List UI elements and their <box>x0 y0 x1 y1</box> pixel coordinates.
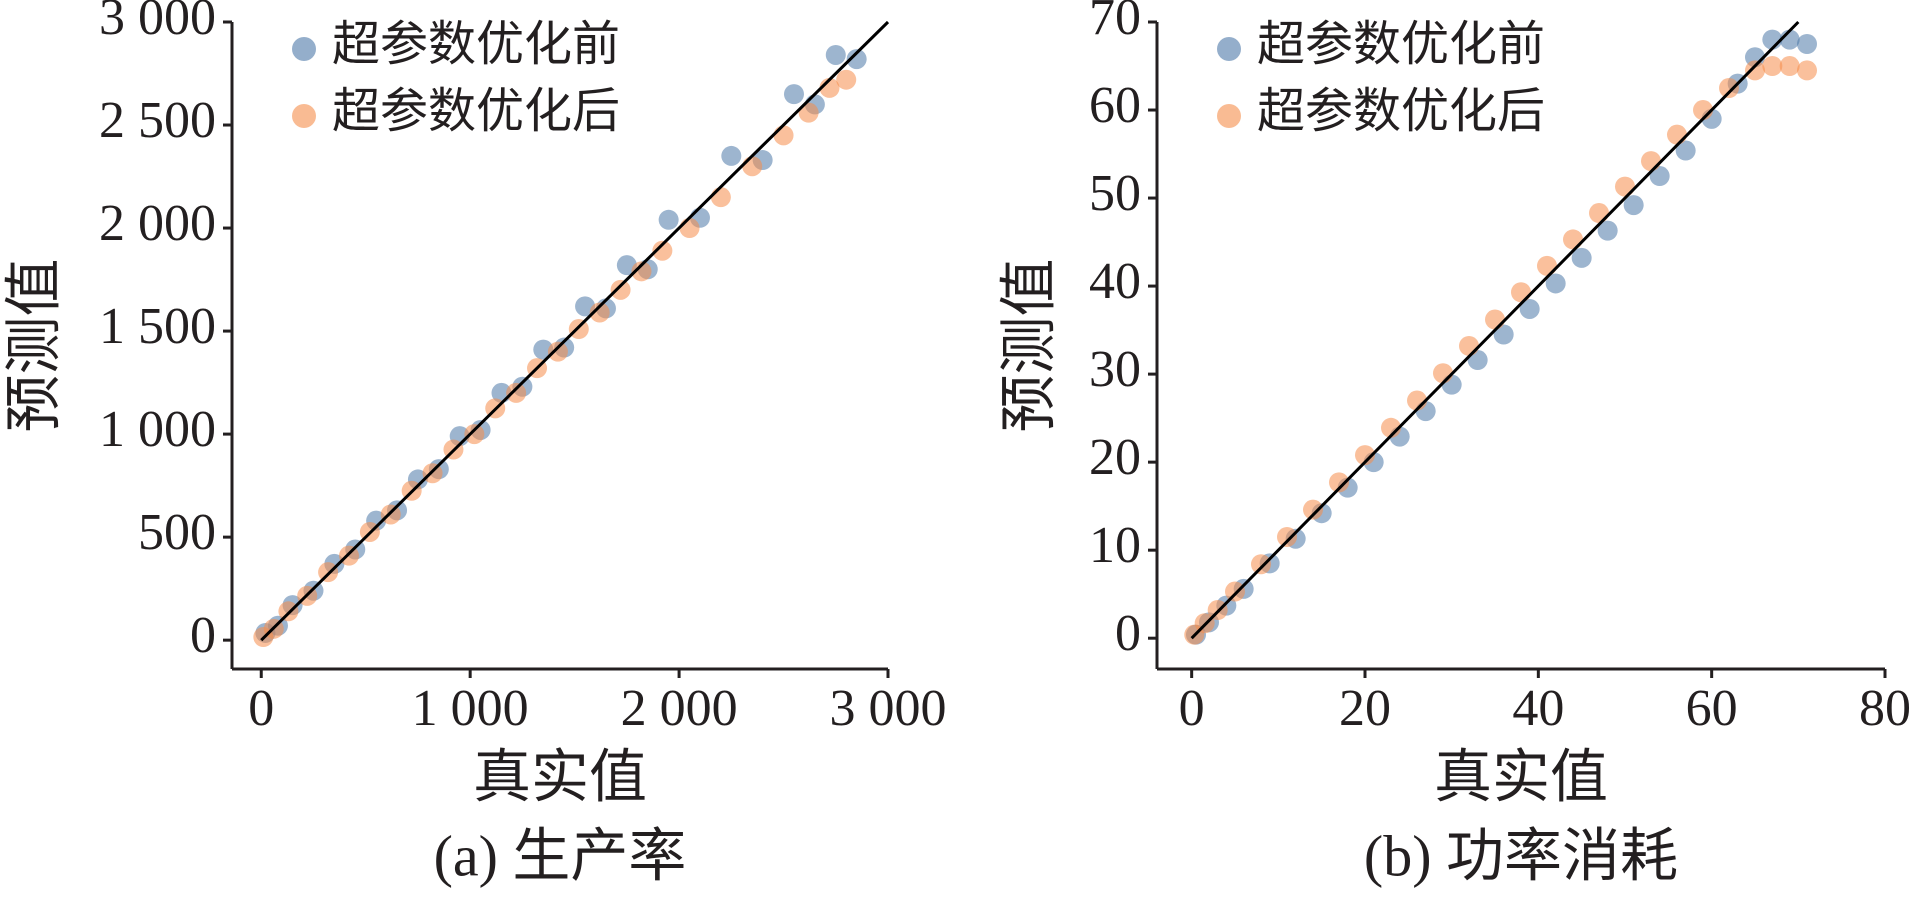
legend-marker <box>1217 104 1241 128</box>
caption: (a) 生产率 <box>434 823 687 888</box>
x-tick-label: 40 <box>1512 680 1564 737</box>
reference-line <box>1190 20 1800 640</box>
legend-marker <box>292 37 316 61</box>
y-axis-label: 预测值 <box>996 258 1061 432</box>
x-axis-label: 真实值 <box>473 744 647 809</box>
point <box>846 49 867 70</box>
point <box>1329 472 1349 493</box>
y-tick-label: 70 <box>1089 0 1141 46</box>
y-tick-label: 3 000 <box>99 0 216 46</box>
point <box>1459 335 1479 356</box>
point <box>1675 140 1696 161</box>
point <box>1277 526 1297 547</box>
point <box>1225 581 1245 602</box>
point <box>773 125 794 146</box>
point <box>547 341 568 362</box>
y-tick-label: 2 500 <box>99 92 216 149</box>
reference-line <box>260 20 890 642</box>
point <box>1571 247 1592 268</box>
y-tick-label: 0 <box>190 607 216 664</box>
point <box>1719 78 1739 99</box>
y-tick-label: 10 <box>1089 517 1141 574</box>
x-tick-label: 1 000 <box>412 680 529 737</box>
point <box>825 44 846 65</box>
point <box>721 145 742 166</box>
x-tick-label: 2 000 <box>621 680 738 737</box>
point <box>1797 60 1817 81</box>
x-tick-label: 3 000 <box>830 680 947 737</box>
point <box>1563 229 1583 250</box>
point <box>1762 56 1783 77</box>
y-axis-label: 预测值 <box>1 258 66 432</box>
subplot: 0 10 20 30 40 50 60 70 0 20 40 60 80 真实值 (b) 功率消耗 预测值 超参… <box>996 0 1911 888</box>
point <box>710 187 731 208</box>
point <box>506 382 527 403</box>
y-tick-label: 60 <box>1089 77 1141 134</box>
point <box>1519 298 1540 319</box>
point <box>610 279 631 300</box>
x-tick-label: 80 <box>1859 680 1911 737</box>
point <box>1381 417 1401 438</box>
y-tick-label: 2 000 <box>99 195 216 252</box>
point <box>652 240 673 261</box>
point <box>1251 554 1271 575</box>
point <box>1623 195 1644 216</box>
subplot: 0 500 1 000 1 500 2 000 2 500 3 000 0 1 000 2 000… <box>1 0 946 888</box>
point <box>1615 176 1635 197</box>
y-tick-label: 20 <box>1089 429 1141 486</box>
caption: (b) 功率消耗 <box>1364 823 1678 888</box>
x-tick-label: 0 <box>1179 680 1205 737</box>
point <box>658 209 679 230</box>
x-tick-label: 60 <box>1686 680 1738 737</box>
point <box>1485 309 1505 330</box>
point <box>679 218 700 239</box>
point <box>1433 363 1453 384</box>
point <box>1745 60 1765 81</box>
point <box>1589 203 1609 224</box>
legend-label: 超参数优化前 <box>332 18 620 71</box>
point <box>464 424 485 445</box>
legend-label: 超参数优化后 <box>332 85 620 138</box>
y-tick-label: 1 500 <box>99 298 216 355</box>
point <box>783 84 804 105</box>
x-tick-label: 0 <box>248 680 274 737</box>
point <box>1303 499 1323 520</box>
legend-label: 超参数优化前 <box>1257 18 1545 71</box>
point <box>533 339 554 360</box>
point <box>1597 220 1618 241</box>
point <box>1779 56 1800 77</box>
legend-marker <box>292 104 316 128</box>
legend-label: 超参数优化后 <box>1257 85 1545 138</box>
point <box>1537 255 1557 276</box>
point <box>742 156 763 177</box>
y-tick-label: 0 <box>1115 605 1141 662</box>
point <box>1545 273 1566 294</box>
point <box>1649 166 1670 187</box>
point <box>631 261 652 282</box>
point <box>1355 445 1375 466</box>
y-tick-label: 1 000 <box>99 401 216 458</box>
y-tick-label: 50 <box>1089 165 1141 222</box>
point <box>1493 324 1514 345</box>
point <box>836 69 857 90</box>
y-tick-label: 500 <box>138 504 216 561</box>
point <box>589 302 610 323</box>
x-axis-label: 真实值 <box>1434 744 1608 809</box>
legend-marker <box>1217 37 1241 61</box>
y-tick-label: 40 <box>1089 253 1141 310</box>
x-tick-label: 20 <box>1339 680 1391 737</box>
point <box>798 102 819 123</box>
point <box>1641 151 1661 172</box>
y-tick-label: 30 <box>1089 341 1141 398</box>
point <box>1511 282 1531 303</box>
point <box>1797 34 1817 55</box>
point <box>1667 124 1687 145</box>
